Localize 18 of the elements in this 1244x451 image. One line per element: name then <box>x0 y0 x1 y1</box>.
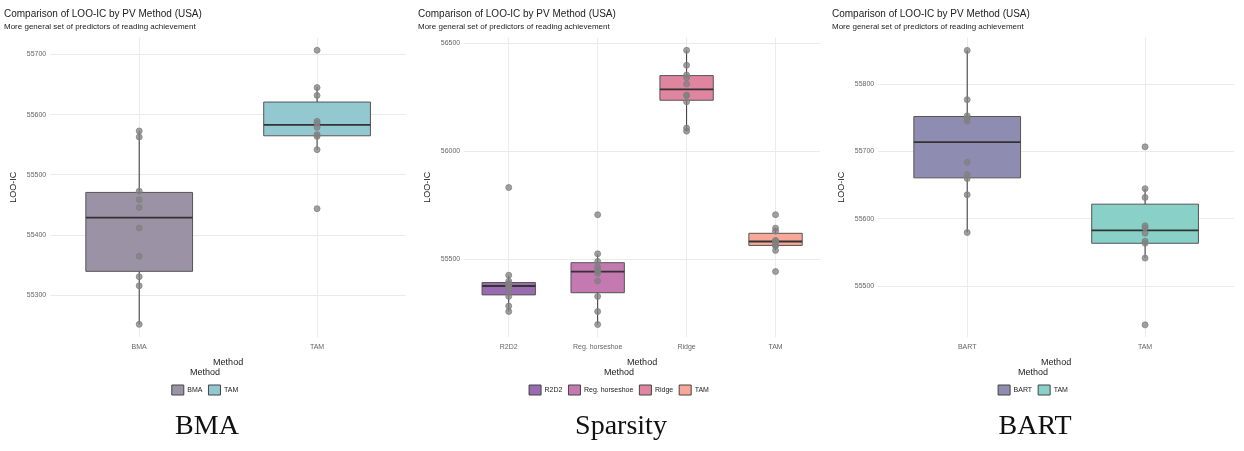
chart-title: Comparison of LOO-IC by PV Method (USA) <box>418 7 616 19</box>
chart-title: Comparison of LOO-IC by PV Method (USA) <box>832 7 1030 19</box>
chart-subtitle: More general set of predictors of reading achievement <box>832 22 1025 31</box>
legend-title: Method <box>603 367 635 378</box>
y-axis-title: LOO-IC <box>835 171 846 203</box>
chart-subtitle: More general set of predictors of reading achievement <box>418 22 611 31</box>
y-axis-title: LOO-IC <box>421 171 432 203</box>
x-axis-title: Method <box>213 357 244 368</box>
text: BART <box>997 408 1073 442</box>
x-axis-title: Method <box>1041 357 1072 368</box>
y-axis-title: LOO-IC <box>7 171 18 203</box>
x-axis-title: Method <box>627 357 658 368</box>
legend-title: Method <box>189 367 221 378</box>
text: Sparsity <box>574 408 668 442</box>
chart-title: Comparison of LOO-IC by PV Method (USA) <box>4 7 202 19</box>
text: BMA <box>174 408 240 442</box>
chart-subtitle: More general set of predictors of reading achievement <box>4 22 197 31</box>
legend-title: Method <box>1017 367 1049 378</box>
